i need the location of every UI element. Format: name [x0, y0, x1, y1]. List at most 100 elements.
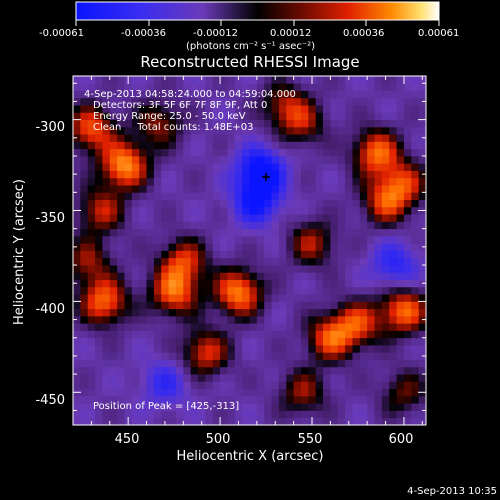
heatmap-cell — [131, 214, 140, 222]
heatmap-cell — [337, 76, 346, 84]
heatmap-cell — [80, 228, 89, 237]
heatmap-cell — [323, 308, 331, 317]
chart-title: Reconstructed RHESSI Image — [140, 53, 359, 71]
heatmap-cell — [308, 294, 317, 302]
heatmap-cell — [403, 141, 412, 150]
heatmap-cell — [80, 185, 89, 193]
heatmap-cell — [389, 294, 397, 302]
heatmap-cell — [227, 359, 236, 368]
heatmap-cell — [367, 199, 375, 208]
heatmap-cell — [264, 235, 272, 244]
heatmap-cell — [381, 228, 390, 237]
heatmap-cell — [153, 279, 162, 288]
heatmap-cell — [102, 345, 111, 353]
heatmap-cell — [139, 243, 147, 251]
heatmap-cell — [411, 366, 420, 375]
heatmap-cell — [352, 228, 361, 237]
heatmap-cell — [242, 301, 250, 310]
heatmap-cell — [286, 366, 295, 375]
heatmap-cell — [102, 301, 111, 310]
heatmap-cell — [367, 90, 375, 99]
heatmap-cell — [271, 134, 280, 142]
heatmap-cell — [109, 265, 118, 273]
heatmap-cell — [403, 177, 412, 186]
heatmap-cell — [271, 228, 280, 237]
heatmap-cell — [227, 76, 236, 84]
heatmap-cell — [80, 134, 89, 142]
heatmap-cell — [323, 345, 331, 353]
heatmap-cell — [418, 155, 426, 164]
heatmap-cell — [205, 163, 214, 171]
heatmap-cell — [308, 388, 317, 397]
heatmap-cell — [411, 97, 420, 106]
heatmap-cell — [183, 221, 192, 230]
heatmap-cell — [227, 366, 236, 375]
heatmap-cell — [249, 214, 258, 222]
heatmap-cell — [418, 83, 426, 91]
heatmap-cell — [381, 323, 390, 331]
heatmap-cell — [131, 345, 140, 353]
heatmap-cell — [367, 185, 375, 193]
heatmap-cell — [389, 388, 397, 397]
heatmap-cell — [389, 366, 397, 375]
heatmap-cell — [381, 286, 390, 295]
heatmap-cell — [87, 112, 96, 121]
heatmap-cell — [411, 126, 420, 135]
heatmap-cell — [183, 192, 192, 200]
heatmap-cell — [227, 395, 236, 404]
heatmap-cell — [124, 192, 133, 200]
heatmap-cell — [161, 403, 169, 411]
heatmap-cell — [352, 308, 361, 317]
heatmap-cell — [359, 395, 368, 404]
heatmap-cell — [293, 301, 302, 310]
heatmap-cell — [131, 279, 140, 288]
heatmap-cell — [286, 403, 295, 411]
heatmap-cell — [234, 315, 243, 324]
heatmap-cell — [308, 112, 317, 121]
heatmap-cell — [198, 148, 206, 157]
heatmap-cell — [190, 330, 199, 339]
heatmap-cell — [359, 228, 368, 237]
heatmap-cell — [131, 359, 140, 368]
heatmap-cell — [87, 221, 96, 230]
heatmap-cell — [403, 76, 412, 84]
heatmap-cell — [278, 163, 287, 171]
heatmap-cell — [271, 163, 280, 171]
heatmap-cell — [315, 76, 324, 84]
heatmap-cell — [389, 170, 397, 179]
heatmap-cell — [234, 90, 243, 99]
heatmap-cell — [359, 345, 368, 353]
heatmap-cell — [73, 155, 81, 164]
heatmap-cell — [87, 177, 96, 186]
heatmap-cell — [80, 243, 89, 251]
heatmap-cell — [80, 410, 89, 419]
heatmap-cell — [300, 279, 309, 288]
heatmap-cell — [95, 337, 103, 346]
heatmap-cell — [183, 395, 192, 404]
heatmap-cell — [175, 119, 184, 128]
heatmap-cell — [264, 395, 272, 404]
heatmap-cell — [352, 330, 361, 339]
heatmap-cell — [117, 315, 125, 324]
heatmap-cell — [352, 417, 361, 425]
heatmap-cell — [198, 97, 206, 106]
heatmap-cell — [80, 374, 89, 382]
heatmap-cell — [131, 177, 140, 186]
heatmap-cell — [234, 83, 243, 91]
heatmap-cell — [117, 294, 125, 302]
heatmap-cell — [109, 308, 118, 317]
heatmap-cell — [220, 148, 228, 157]
heatmap-cell — [102, 185, 111, 193]
heatmap-cell — [87, 214, 96, 222]
heatmap-cell — [190, 250, 199, 259]
heatmap-cell — [389, 228, 397, 237]
heatmap-cell — [308, 199, 317, 208]
heatmap-cell — [139, 315, 147, 324]
heatmap-cell — [175, 330, 184, 339]
heatmap-cell — [102, 112, 111, 121]
heatmap-cell — [117, 345, 125, 353]
heatmap-cell — [330, 141, 339, 150]
heatmap — [73, 76, 426, 425]
heatmap-cell — [175, 395, 184, 404]
heatmap-cell — [102, 359, 111, 368]
